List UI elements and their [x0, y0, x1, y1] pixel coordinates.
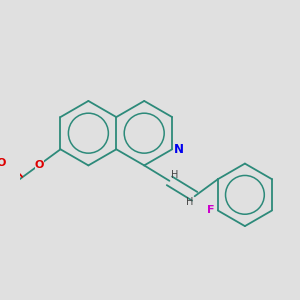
Text: O: O [35, 160, 44, 170]
Text: H: H [171, 170, 178, 180]
Text: F: F [207, 206, 214, 215]
Text: O: O [0, 158, 6, 168]
Text: H: H [186, 197, 193, 207]
Text: N: N [173, 143, 184, 156]
